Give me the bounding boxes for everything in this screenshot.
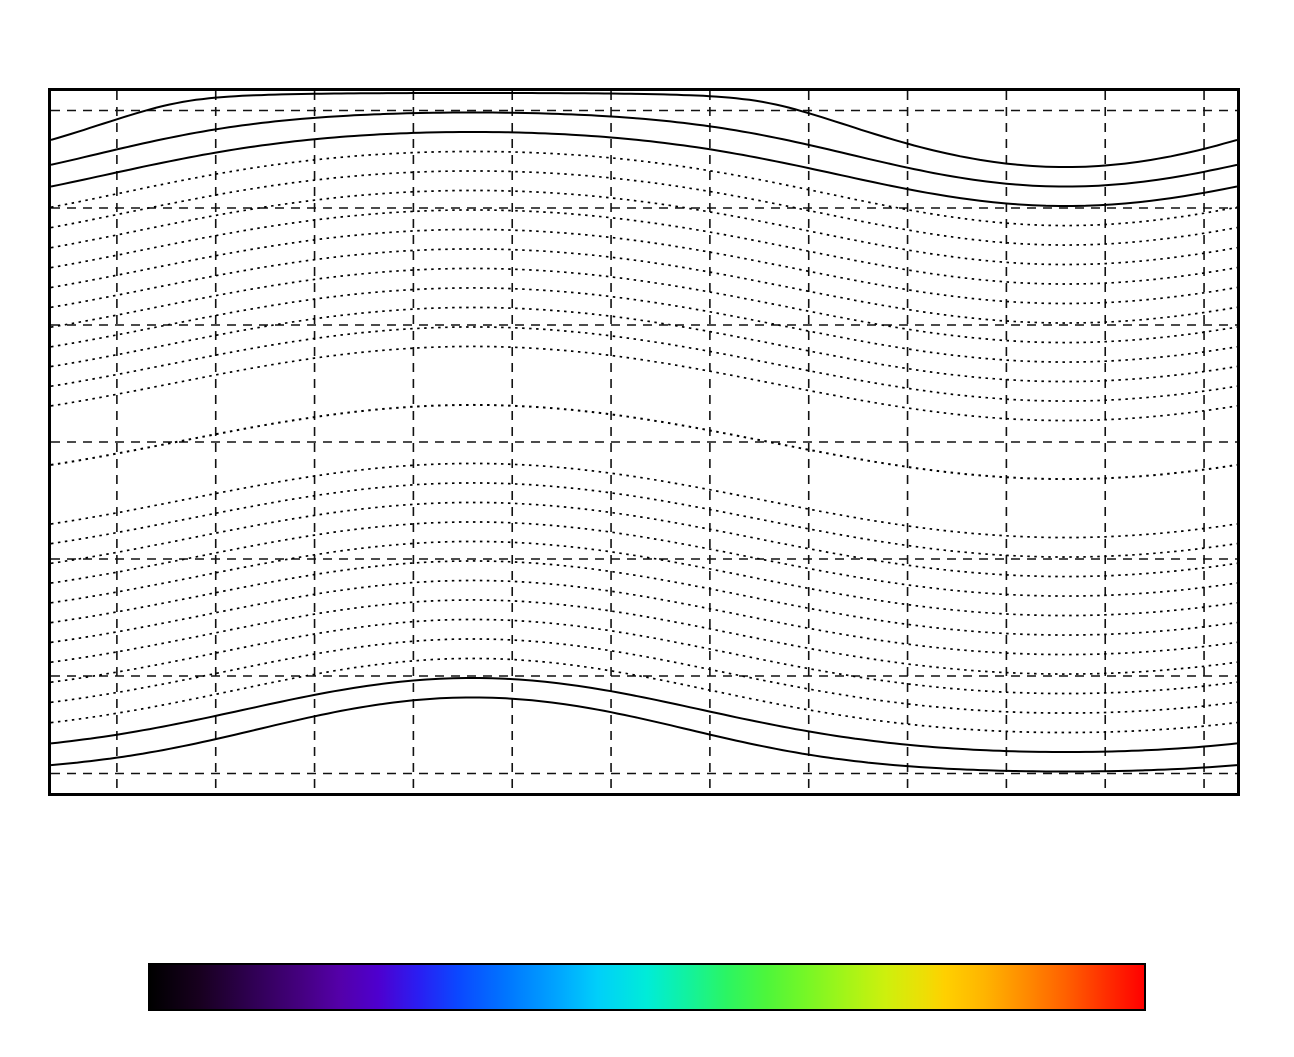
magnetic-latitude-contour: [51, 326, 1237, 402]
magnetic-latitude-contour: [51, 696, 1237, 773]
magnetic-latitude-contour: [51, 501, 1237, 578]
magnetic-latitude-contour: [51, 267, 1237, 344]
colorbar[interactable]: [148, 963, 1146, 1011]
magnetic-latitude-contour: [51, 462, 1237, 539]
magnetic-latitude-contour: [51, 345, 1237, 422]
magnetic-latitude-contour: [51, 248, 1237, 324]
magnetic-latitude-contour: [51, 228, 1237, 305]
magnetic-latitude-contour: [51, 618, 1237, 695]
colorbar-gradient: [148, 963, 1146, 1011]
magnetic-latitude-contour: [51, 306, 1237, 383]
map-plot-area[interactable]: [48, 88, 1240, 796]
magnetic-latitude-contour: [51, 92, 1237, 168]
magnetic-latitude-contour: [51, 189, 1237, 266]
magnetic-latitude-contour: [51, 677, 1237, 753]
magnetic-latitude-contour: [51, 579, 1237, 656]
magnetic-latitude-contour: [51, 150, 1237, 227]
magnetic-latitude-contour: [51, 482, 1237, 558]
magnetic-latitude-contour: [51, 560, 1237, 636]
magnetic-latitude-contour: [51, 657, 1237, 734]
map-canvas: [51, 91, 1237, 793]
magnetic-latitude-contour: [51, 599, 1237, 675]
magnetic-latitude-contour: [51, 209, 1237, 285]
magnetic-latitude-contour: [51, 111, 1237, 188]
magnetic-latitude-contour: [51, 540, 1237, 617]
graticule-and-mlat-layer: [51, 91, 1237, 793]
magnetic-latitude-contour: [51, 131, 1237, 207]
